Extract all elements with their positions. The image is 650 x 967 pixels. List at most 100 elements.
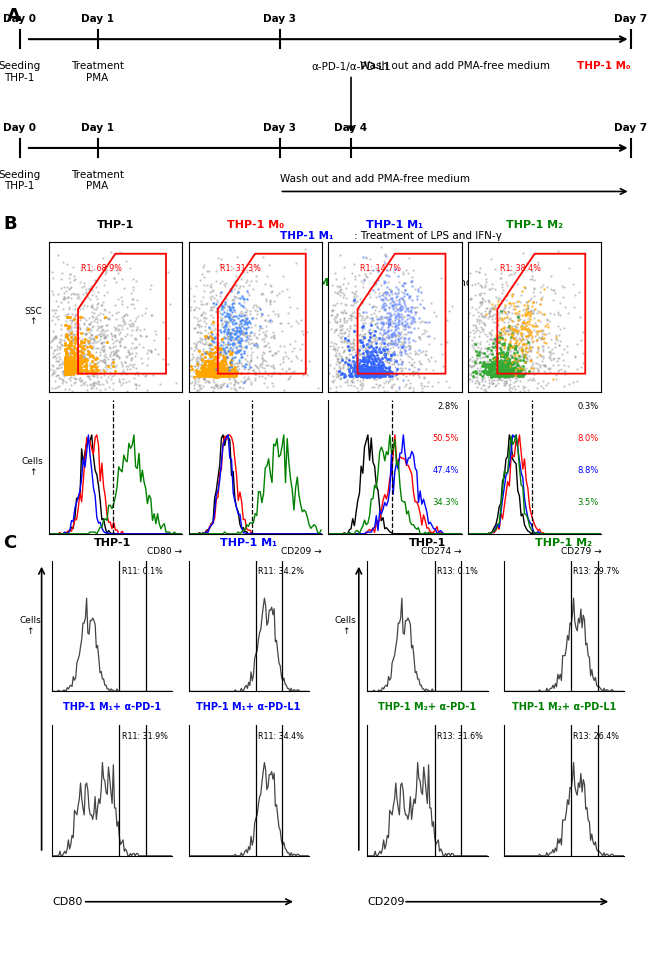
Point (380, 333, 390, 348)
Point (60, 359, 71, 374)
Point (108, 355, 118, 370)
Point (104, 379, 114, 395)
Point (339, 343, 349, 359)
Point (474, 364, 485, 379)
Point (520, 354, 530, 369)
Point (506, 330, 516, 345)
Point (467, 333, 477, 348)
Point (506, 357, 516, 372)
Point (117, 271, 127, 286)
Point (389, 335, 400, 350)
Point (62, 361, 73, 376)
Point (385, 330, 395, 345)
Point (137, 308, 148, 323)
Point (488, 350, 498, 366)
Point (348, 341, 358, 357)
Point (101, 364, 112, 379)
Point (376, 352, 386, 367)
Point (240, 316, 251, 332)
Point (210, 329, 220, 344)
Point (209, 332, 219, 347)
Point (200, 356, 211, 371)
Point (501, 368, 512, 384)
Point (214, 368, 224, 384)
Point (60, 343, 71, 359)
Point (380, 349, 390, 365)
Point (473, 346, 483, 362)
Point (508, 366, 518, 382)
Point (213, 366, 223, 381)
Point (127, 318, 138, 334)
Point (511, 361, 521, 376)
Point (476, 306, 486, 321)
Point (218, 341, 229, 357)
Point (486, 368, 497, 384)
Point (131, 380, 142, 396)
Point (255, 358, 265, 373)
Point (69, 327, 79, 342)
Point (371, 364, 382, 379)
Point (51, 308, 61, 324)
Point (228, 333, 239, 348)
Point (325, 380, 335, 396)
Point (297, 326, 307, 341)
Point (359, 273, 370, 288)
Point (402, 346, 412, 362)
Point (507, 288, 517, 304)
Point (498, 361, 508, 376)
Point (124, 344, 135, 360)
Point (78, 338, 88, 354)
Point (384, 355, 395, 370)
Point (469, 336, 479, 351)
Point (205, 362, 215, 377)
Point (233, 342, 244, 358)
Point (379, 285, 389, 301)
Point (200, 371, 210, 387)
Point (63, 362, 73, 377)
Point (229, 373, 240, 389)
Point (190, 375, 200, 391)
Point (252, 274, 262, 289)
Point (359, 367, 370, 383)
Point (241, 337, 252, 353)
Point (72, 362, 82, 377)
Point (502, 350, 512, 366)
Point (471, 302, 481, 317)
Point (523, 300, 533, 315)
Point (504, 326, 515, 341)
Point (529, 310, 539, 326)
Text: 2.8%: 2.8% (437, 401, 459, 411)
Point (262, 379, 272, 395)
Point (211, 359, 222, 374)
Point (341, 352, 351, 367)
Point (51, 350, 62, 366)
Point (81, 362, 92, 377)
Point (213, 342, 224, 358)
Point (514, 360, 525, 375)
Point (90, 311, 100, 327)
Point (339, 271, 349, 286)
Point (207, 331, 217, 346)
Point (391, 370, 402, 386)
Point (211, 304, 221, 319)
Point (236, 373, 246, 389)
Point (190, 371, 200, 387)
Point (491, 345, 502, 361)
Point (226, 333, 236, 348)
Point (214, 367, 225, 383)
Point (369, 363, 379, 378)
Point (484, 305, 495, 320)
Point (509, 342, 519, 358)
Point (330, 323, 340, 338)
Point (398, 293, 408, 308)
Point (126, 317, 136, 333)
Point (382, 343, 393, 359)
Point (77, 349, 88, 365)
Point (348, 364, 358, 379)
Point (211, 327, 221, 342)
Point (68, 366, 79, 381)
Point (517, 314, 528, 330)
Point (270, 345, 281, 361)
Point (61, 359, 72, 374)
Point (512, 319, 522, 335)
